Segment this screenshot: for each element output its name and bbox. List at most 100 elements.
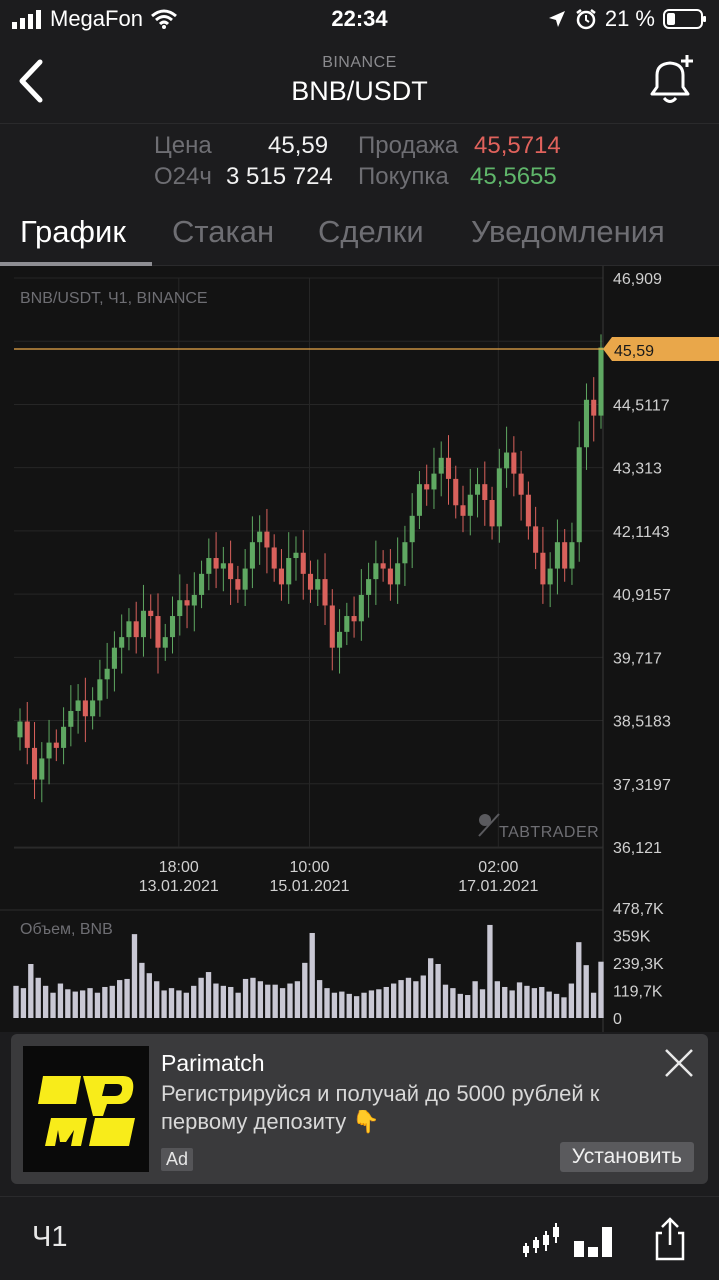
volume-bar — [272, 984, 278, 1018]
volume-bar — [590, 992, 597, 1018]
current-price-tag — [603, 337, 719, 361]
candle-body — [315, 579, 321, 590]
status-bar: MegaFon 22:34 21 % — [0, 0, 719, 40]
candle-body — [409, 515, 415, 543]
tab-orderbook[interactable]: Стакан — [172, 214, 275, 249]
volume-bar — [324, 988, 330, 1018]
candle-body — [373, 563, 379, 580]
candle-body — [322, 579, 328, 606]
time-axis-tick: 10:00 — [289, 859, 329, 876]
ad-badge: Ad — [161, 1148, 194, 1171]
candle-body — [17, 721, 23, 738]
candle-body — [257, 531, 263, 543]
time-axis-tick: 18:00 — [159, 859, 199, 876]
volume-bar — [168, 988, 175, 1018]
volume-bar — [294, 981, 301, 1018]
price-chart[interactable]: BNB/USDT, Ч1, BINANCE 46,909 44,5117 43,31… — [0, 266, 719, 1032]
battery-icon — [663, 9, 706, 29]
candle-body — [554, 542, 560, 569]
date-axis-tick: 15.01.2021 — [269, 878, 349, 895]
candle-body — [90, 700, 96, 717]
volume-bar — [353, 996, 360, 1018]
volume-24h-label: O24ч — [154, 163, 212, 190]
volume-bar — [568, 983, 575, 1018]
price-axis-tick: 39,717 — [613, 650, 662, 667]
candle-body — [68, 710, 74, 727]
price-axis-tick: 43,313 — [613, 461, 662, 478]
volume-axis-tick: 359K — [613, 929, 651, 946]
volume-bar — [235, 992, 241, 1018]
candle-body — [453, 478, 459, 506]
candle-body — [53, 742, 59, 748]
tab-trades[interactable]: Сделки — [318, 214, 424, 249]
price-axis-tick: 40,9157 — [613, 587, 671, 604]
candle-body — [220, 563, 226, 569]
volume-bar — [124, 978, 130, 1018]
candle-body — [547, 568, 553, 585]
candle-body — [431, 473, 437, 490]
candle-body — [576, 447, 582, 543]
candle-body — [591, 399, 597, 416]
candlestick-icon[interactable] — [520, 1217, 564, 1261]
candle-body — [351, 616, 357, 622]
volume-bar — [494, 981, 500, 1018]
active-tab-indicator — [0, 262, 152, 266]
battery-percent: 21 % — [604, 6, 655, 31]
volume-bar — [390, 983, 397, 1018]
status-time: 22:34 — [331, 6, 388, 31]
volume-bar — [183, 992, 189, 1018]
volume-bar — [213, 983, 219, 1018]
volume-bar — [376, 989, 382, 1018]
exchange-name: BINANCE — [322, 54, 397, 71]
candle-body — [504, 452, 510, 469]
volume-legend: Объем, BNB — [20, 921, 113, 938]
candle-body — [97, 679, 103, 701]
watermark-text: TABTRADER — [499, 824, 599, 841]
candle-body — [525, 494, 531, 527]
candle-body — [271, 547, 277, 569]
volume-bar — [531, 988, 538, 1018]
candle-body — [402, 542, 408, 564]
timeframe-button[interactable]: Ч1 — [32, 1221, 68, 1253]
candle-body — [329, 605, 335, 648]
volume-axis-tick: 239,3K — [613, 956, 664, 973]
volume-bar — [161, 990, 167, 1018]
close-icon[interactable] — [662, 1046, 696, 1080]
buy-label: Покупка — [358, 163, 449, 190]
volume-bar — [383, 986, 389, 1018]
price-axis-tick: 37,3197 — [613, 777, 671, 794]
pair-title: BNB/USDT — [291, 76, 428, 106]
ad-install-button[interactable]: Установить — [559, 1142, 694, 1172]
chart-area[interactable]: BNB/USDT, Ч1, BINANCE 46,909 44,5117 43,31… — [0, 266, 719, 1032]
bell-plus-icon[interactable] — [645, 54, 695, 108]
ad-logo[interactable] — [23, 1046, 149, 1172]
back-icon[interactable] — [10, 56, 54, 106]
volume-bar — [131, 934, 138, 1018]
volume-bars-icon[interactable] — [572, 1217, 616, 1261]
candle-body — [126, 621, 132, 638]
volume-bar — [405, 977, 412, 1018]
candle-body — [416, 484, 422, 516]
volume-24h-value: 3 515 724 — [226, 163, 333, 190]
candle-body — [496, 468, 502, 527]
candle-body — [228, 563, 234, 580]
candle-body — [61, 726, 67, 748]
candle-body — [344, 616, 350, 632]
status-left: MegaFon — [12, 6, 177, 32]
volume-bar — [502, 986, 508, 1018]
ad-banner[interactable]: Parimatch Регистрируйся и получай до 500… — [11, 1034, 708, 1184]
share-icon[interactable] — [648, 1217, 692, 1261]
volume-bar — [191, 985, 197, 1018]
candle-body — [191, 594, 197, 606]
volume-bar — [487, 924, 493, 1018]
candle-body — [460, 505, 466, 516]
volume-bar — [65, 989, 71, 1018]
volume-bar — [198, 977, 204, 1018]
candle-body — [177, 600, 183, 617]
volume-bar — [57, 983, 64, 1018]
volume-bar — [102, 986, 108, 1018]
tab-chart[interactable]: График — [20, 214, 126, 249]
tab-alerts[interactable]: Уведомления — [471, 214, 665, 249]
volume-bar — [265, 984, 271, 1018]
candle-body — [380, 563, 386, 569]
